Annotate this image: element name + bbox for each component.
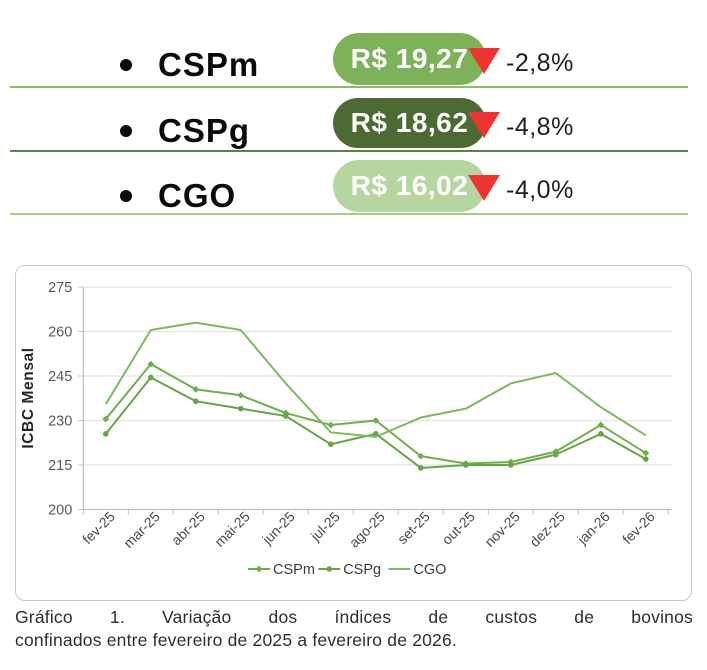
row-label-text: CSPm — [158, 46, 260, 83]
svg-text:260: 260 — [48, 325, 72, 341]
row-divider — [10, 86, 688, 88]
svg-text:CGO: CGO — [413, 562, 446, 578]
bullet-icon — [120, 125, 132, 137]
change-percent: -2,8% — [506, 49, 574, 77]
caption: Gráfico 1. Variação dos índices de custo… — [15, 606, 693, 652]
row-divider — [10, 213, 688, 215]
row-label: CSPg — [120, 110, 250, 152]
svg-text:dez-25: dez-25 — [526, 508, 568, 550]
svg-text:230: 230 — [48, 414, 72, 430]
svg-text:215: 215 — [48, 458, 72, 474]
svg-text:fev-26: fev-26 — [619, 508, 658, 547]
value-pill: R$ 19,27 — [333, 33, 486, 85]
series-CGO — [104, 321, 647, 438]
bullet-icon — [120, 59, 132, 71]
change-percent: -4,8% — [506, 113, 574, 141]
svg-text:jul-25: jul-25 — [307, 508, 343, 544]
x-axis-labels: fev-25 mar-25 abr-25 mai-25 jun-25 jul-25 ago-… — [79, 508, 658, 551]
svg-text:mai-25: mai-25 — [211, 508, 253, 550]
row-label: CGO — [120, 175, 236, 217]
chart-card: 200 215 230 245 260 275 fev-25 mar-25 abr-25 mai-… — [15, 265, 692, 601]
chart-legend: CSPm CSPg CGO — [248, 562, 446, 578]
svg-text:CSPm: CSPm — [273, 562, 315, 578]
svg-text:200: 200 — [48, 503, 72, 519]
series-CSPg — [103, 374, 649, 471]
series-CSPm — [102, 360, 650, 467]
value-pill: R$ 18,62 — [333, 98, 486, 148]
chart-svg: 200 215 230 245 260 275 fev-25 mar-25 abr-25 mai-… — [20, 280, 672, 578]
row-label: CSPm — [120, 44, 259, 86]
svg-text:ago-25: ago-25 — [346, 508, 388, 550]
svg-text:jan-26: jan-26 — [573, 508, 613, 548]
down-triangle-icon — [468, 175, 500, 201]
row-label-text: CGO — [158, 177, 237, 214]
bullet-icon — [120, 190, 132, 202]
pill-value: R$ 18,62 — [350, 107, 469, 138]
row-divider — [10, 150, 688, 152]
svg-text:out-25: out-25 — [439, 508, 479, 548]
change-percent: -4,0% — [506, 176, 574, 204]
chart-gridlines — [78, 286, 672, 515]
svg-text:275: 275 — [48, 280, 72, 296]
svg-text:fev-25: fev-25 — [79, 508, 118, 547]
svg-text:jun-25: jun-25 — [258, 508, 298, 548]
svg-text:245: 245 — [48, 369, 72, 385]
value-pill: R$ 16,02 — [333, 160, 486, 212]
pill-value: R$ 19,27 — [350, 43, 469, 74]
y-axis-labels: 200 215 230 245 260 275 — [48, 280, 72, 519]
svg-text:mar-25: mar-25 — [120, 508, 163, 551]
caption-line-1: Gráfico 1. Variação dos índices de custo… — [15, 607, 693, 627]
svg-text:nov-25: nov-25 — [481, 508, 523, 550]
down-triangle-icon — [468, 48, 500, 74]
svg-text:set-25: set-25 — [394, 508, 433, 547]
svg-text:CSPg: CSPg — [343, 562, 381, 578]
down-triangle-icon — [468, 112, 500, 138]
svg-text:abr-25: abr-25 — [168, 508, 208, 548]
pill-value: R$ 16,02 — [350, 170, 469, 201]
row-label-text: CSPg — [158, 112, 251, 149]
y-axis-title: ICBC Mensal — [20, 347, 37, 448]
caption-line-2: confinados entre fevereiro de 2025 a fev… — [15, 630, 457, 651]
